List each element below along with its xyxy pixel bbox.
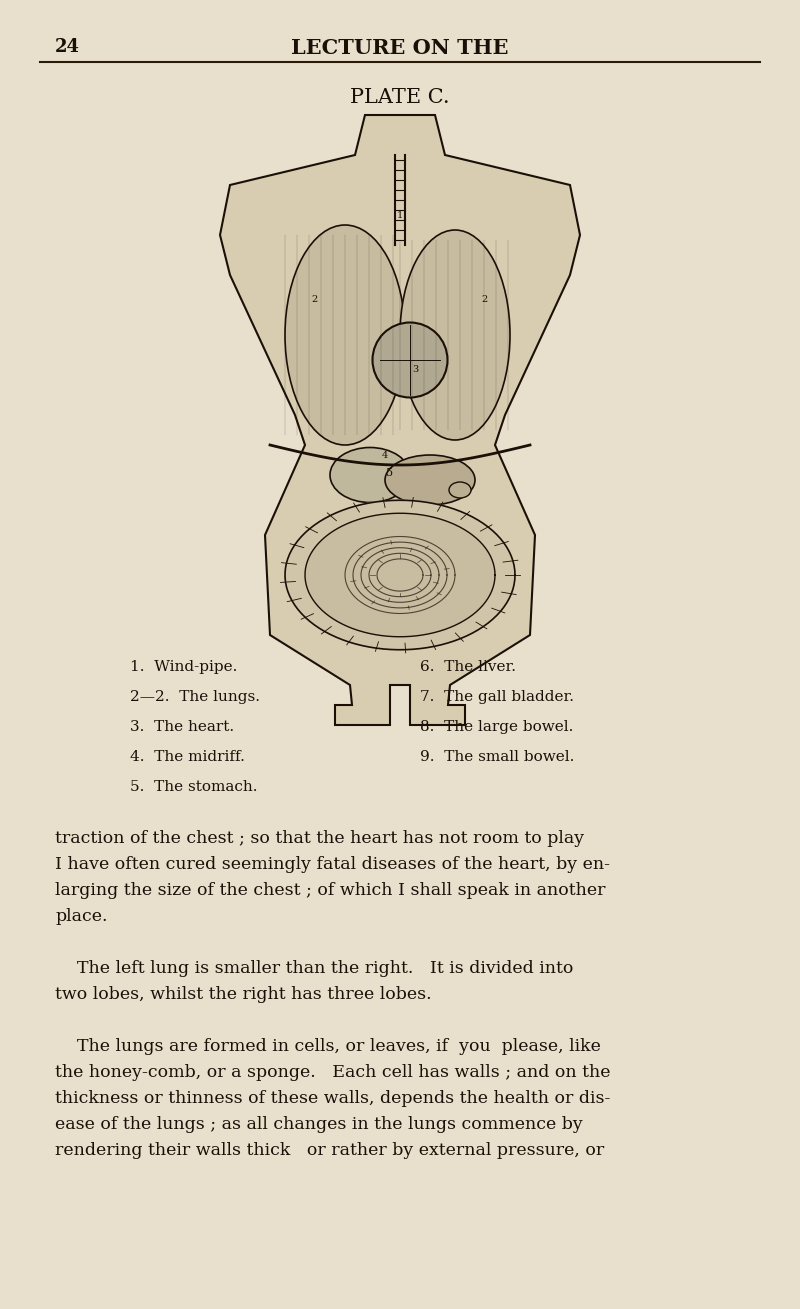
Text: 2: 2	[312, 296, 318, 305]
Text: larging the size of the chest ; of which I shall speak in another: larging the size of the chest ; of which…	[55, 882, 606, 899]
Text: two lobes, whilst the right has three lobes.: two lobes, whilst the right has three lo…	[55, 986, 432, 1003]
Text: The left lung is smaller than the right.   It is divided into: The left lung is smaller than the right.…	[55, 959, 574, 977]
Text: ease of the lungs ; as all changes in the lungs commence by: ease of the lungs ; as all changes in th…	[55, 1117, 582, 1134]
Text: 3.  The heart.: 3. The heart.	[130, 720, 234, 734]
Ellipse shape	[385, 456, 475, 505]
Text: thickness or thinness of these walls, depends the health or dis-: thickness or thinness of these walls, de…	[55, 1090, 610, 1107]
PathPatch shape	[220, 115, 580, 725]
Ellipse shape	[330, 448, 410, 503]
Text: 24: 24	[55, 38, 80, 56]
Text: 1.  Wind-pipe.: 1. Wind-pipe.	[130, 660, 238, 674]
Text: 6.  The liver.: 6. The liver.	[420, 660, 516, 674]
Text: PLATE C.: PLATE C.	[350, 88, 450, 107]
Text: 7.  The gall bladder.: 7. The gall bladder.	[420, 690, 574, 704]
Text: place.: place.	[55, 908, 107, 925]
Ellipse shape	[373, 322, 447, 398]
Text: 2: 2	[482, 296, 488, 305]
Text: the honey-comb, or a sponge.   Each cell has walls ; and on the: the honey-comb, or a sponge. Each cell h…	[55, 1064, 610, 1081]
Polygon shape	[305, 513, 495, 636]
Text: 5: 5	[386, 469, 394, 478]
Text: 2—2.  The lungs.: 2—2. The lungs.	[130, 690, 260, 704]
Text: The lungs are formed in cells, or leaves, if  you  please, like: The lungs are formed in cells, or leaves…	[55, 1038, 601, 1055]
Text: 1: 1	[397, 211, 403, 220]
Text: traction of the chest ; so that the heart has not room to play: traction of the chest ; so that the hear…	[55, 830, 584, 847]
Text: 9.  The small bowel.: 9. The small bowel.	[420, 750, 574, 764]
Text: 8.  The large bowel.: 8. The large bowel.	[420, 720, 574, 734]
Text: 4.  The midriff.: 4. The midriff.	[130, 750, 245, 764]
Text: rendering their walls thick   or rather by external pressure, or: rendering their walls thick or rather by…	[55, 1141, 604, 1158]
Ellipse shape	[400, 230, 510, 440]
Text: LECTURE ON THE: LECTURE ON THE	[291, 38, 509, 58]
Text: I have often cured seemingly fatal diseases of the heart, by en-: I have often cured seemingly fatal disea…	[55, 856, 610, 873]
Ellipse shape	[285, 225, 405, 445]
Text: 5.  The stomach.: 5. The stomach.	[130, 780, 258, 795]
Polygon shape	[285, 500, 515, 649]
Ellipse shape	[449, 482, 471, 497]
Text: 4: 4	[382, 450, 388, 459]
Text: 3: 3	[412, 365, 418, 374]
